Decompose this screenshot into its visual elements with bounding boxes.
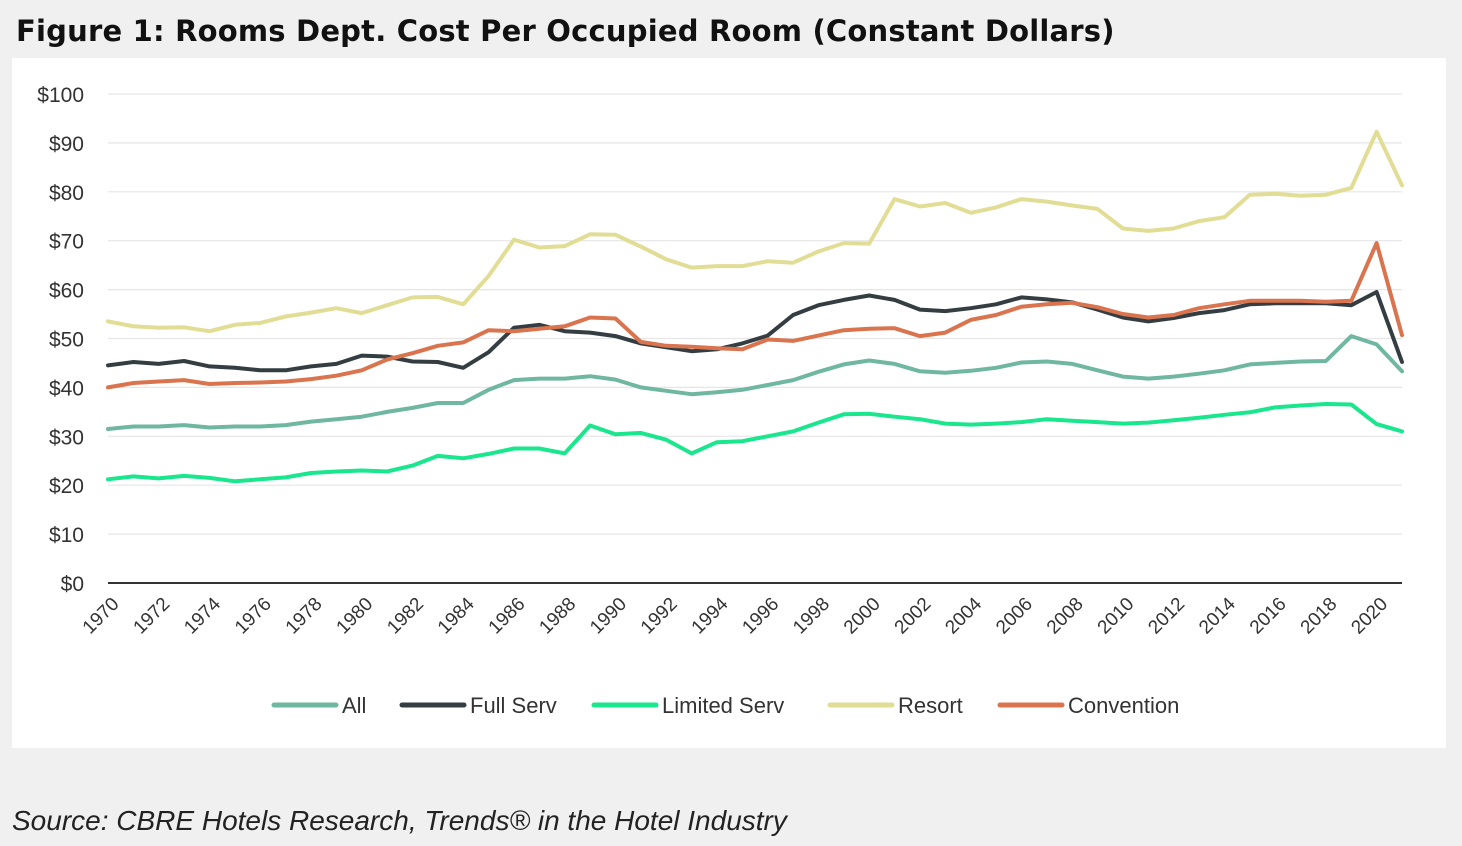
x-tick-label: 2000 bbox=[840, 594, 885, 639]
series-line-resort bbox=[106, 129, 1404, 334]
y-tick-label: $40 bbox=[49, 377, 84, 400]
y-tick-label: $100 bbox=[37, 84, 84, 107]
chart-panel: $0 $10 $20 $30 $40 $50 $60 $70 $80 $90 $100 1970 19… bbox=[12, 58, 1446, 748]
x-tick-label: 1976 bbox=[231, 594, 276, 639]
x-tick-label: 2010 bbox=[1094, 594, 1139, 639]
y-tick-label: $0 bbox=[61, 573, 84, 596]
y-tick-label: $50 bbox=[49, 329, 84, 352]
x-tick-label: 2014 bbox=[1195, 593, 1240, 638]
x-tick-label: 1982 bbox=[383, 594, 428, 639]
series-line-all bbox=[106, 334, 1404, 431]
y-tick-label: $20 bbox=[49, 475, 84, 498]
legend-label: Convention bbox=[1068, 693, 1179, 718]
x-tick-label: 1992 bbox=[637, 594, 682, 639]
y-tick-label: $90 bbox=[49, 133, 84, 156]
legend-label: Resort bbox=[898, 693, 963, 718]
x-tick-label: 1988 bbox=[535, 594, 580, 639]
x-tick-label: 1996 bbox=[738, 594, 783, 639]
y-tick-label: $30 bbox=[49, 426, 84, 449]
series-line-full-serv bbox=[106, 290, 1404, 373]
x-tick-label: 1974 bbox=[180, 593, 225, 638]
y-tick-label: $60 bbox=[49, 280, 84, 303]
legend: All Full Serv Limited Serv Resort Convention bbox=[271, 693, 1179, 718]
series-lines bbox=[106, 129, 1404, 484]
y-tick-label: $80 bbox=[49, 182, 84, 205]
legend-label: All bbox=[342, 693, 366, 718]
y-tick-label: $70 bbox=[49, 231, 84, 254]
x-tick-label: 2002 bbox=[891, 594, 936, 639]
x-tick-label: 1970 bbox=[79, 594, 124, 639]
x-tick-label: 2008 bbox=[1043, 594, 1088, 639]
x-axis-tick-labels: 1970 1972 1974 1976 1978 1980 1982 1984 1986 1988… bbox=[79, 593, 1392, 638]
x-tick-label: 1990 bbox=[586, 594, 631, 639]
x-tick-label: 2006 bbox=[992, 594, 1037, 639]
series-line-convention bbox=[106, 241, 1404, 390]
y-tick-label: $10 bbox=[49, 524, 84, 547]
x-tick-label: 1980 bbox=[333, 594, 378, 639]
series-line-limited-serv bbox=[106, 402, 1404, 484]
x-tick-label: 1994 bbox=[688, 593, 733, 638]
legend-label: Full Serv bbox=[470, 693, 557, 718]
x-tick-label: 2020 bbox=[1347, 594, 1392, 639]
x-tick-label: 1978 bbox=[282, 594, 327, 639]
source-note: Source: CBRE Hotels Research, Trends® in… bbox=[12, 805, 787, 836]
legend-label: Limited Serv bbox=[662, 693, 784, 718]
x-tick-label: 2018 bbox=[1297, 594, 1342, 639]
x-tick-label: 1972 bbox=[130, 594, 175, 639]
x-tick-label: 1998 bbox=[789, 594, 834, 639]
x-tick-label: 2016 bbox=[1246, 594, 1291, 639]
x-tick-label: 2004 bbox=[941, 593, 986, 638]
y-axis-tick-labels: $0 $10 $20 $30 $40 $50 $60 $70 $80 $90 $100 bbox=[37, 84, 84, 596]
x-tick-label: 1986 bbox=[485, 594, 530, 639]
x-tick-label: 2012 bbox=[1144, 594, 1189, 639]
line-chart: $0$10$20$30$40$50$60$70$80$90$100 1970 19… bbox=[37, 84, 1404, 718]
figure-title: Figure 1: Rooms Dept. Cost Per Occupied … bbox=[16, 14, 1115, 48]
x-tick-label: 1984 bbox=[434, 593, 479, 638]
